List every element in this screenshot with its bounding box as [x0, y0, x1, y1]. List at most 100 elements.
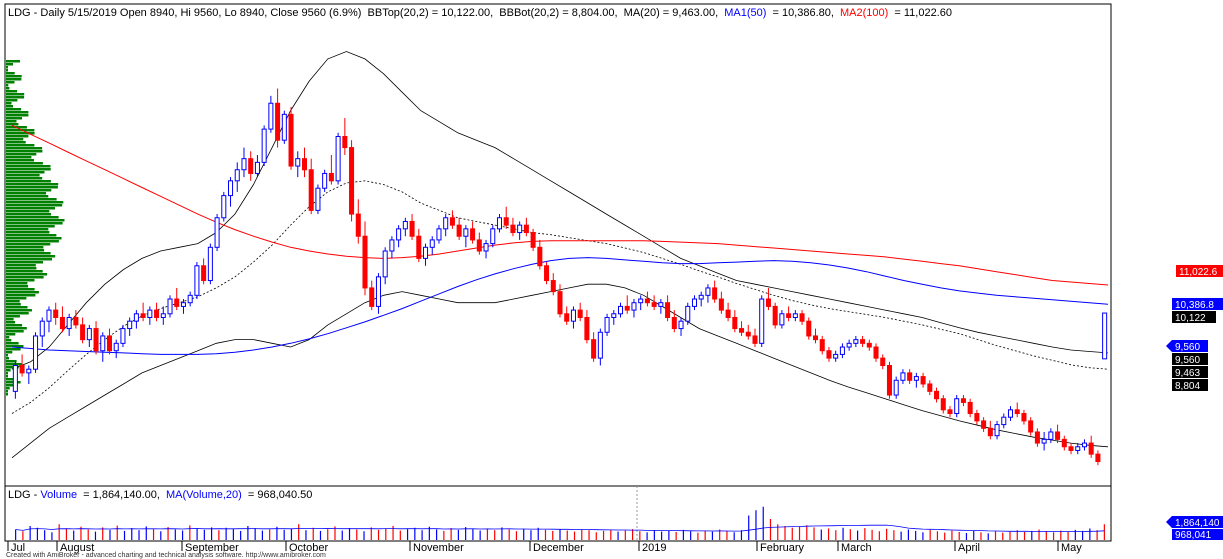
volume-profile-bar [6, 72, 15, 75]
candle-down [826, 350, 832, 359]
candle-down [80, 324, 86, 341]
candle-up [1001, 416, 1007, 426]
candle-up [127, 320, 133, 330]
candle-up [443, 217, 449, 230]
volume-profile-bar [6, 96, 25, 99]
candle-up [1041, 438, 1047, 444]
x-tick-label: August [60, 542, 94, 554]
candle-up [490, 228, 496, 245]
volume-profile-bar [6, 321, 16, 324]
volume-profile-bar [6, 273, 48, 276]
volume-profile-bar [6, 102, 12, 105]
volume-profile-bar [6, 234, 57, 237]
volume-profile-bar [6, 306, 28, 309]
candle-up [705, 287, 711, 296]
volume-profile-bar [6, 276, 44, 279]
candle-up [261, 128, 267, 163]
volume-profile-bar [6, 108, 22, 111]
candle-down [806, 320, 812, 337]
volume-header-prefix: LDG - [8, 489, 40, 501]
candle-down [530, 232, 536, 248]
volume-profile-bar [6, 147, 43, 150]
candle-up [113, 342, 119, 352]
candle-up [100, 335, 106, 352]
candle-up [402, 220, 408, 230]
volume-profile-bar [6, 219, 65, 222]
volume-profile-bar [6, 66, 8, 69]
candle-down [503, 217, 509, 226]
candle-down [752, 335, 758, 344]
candle-down [1055, 431, 1061, 440]
candle-down [248, 158, 254, 174]
candle-up [322, 172, 328, 189]
bollinger-top-line [11, 51, 1109, 370]
volume-profile-bar [6, 309, 32, 312]
candle-down [369, 287, 375, 307]
volume-profile-bar [6, 165, 51, 168]
candle-down [308, 169, 314, 211]
volume-profile-bar [6, 225, 55, 228]
candle-up [954, 398, 960, 415]
candle-down [819, 339, 825, 352]
volume-profile-bar [6, 252, 51, 255]
volume-profile-bar [6, 357, 9, 360]
volume-profile-bar [6, 384, 18, 387]
candle-down [1034, 431, 1040, 444]
volume-profile-bar [6, 105, 13, 108]
candle-up [167, 298, 173, 315]
candle-down [140, 313, 146, 318]
candle-up [423, 246, 429, 259]
volume-profile-bar [6, 174, 40, 177]
volume-profile-bar [6, 243, 51, 246]
volume-profile-bar [6, 111, 29, 114]
candle-down [1095, 453, 1101, 463]
candle-up [597, 331, 603, 359]
candle-up [1007, 409, 1014, 418]
candle-up [26, 368, 32, 374]
candle-up [846, 342, 852, 348]
volume-profile-bar [6, 90, 18, 93]
candle-up [833, 353, 839, 359]
x-tick-label: March [841, 542, 872, 554]
candle-down [987, 427, 993, 437]
candle-down [59, 316, 65, 330]
candle-up [839, 346, 845, 355]
x-tick-label: April [958, 542, 980, 554]
candle-up [779, 313, 785, 326]
candle-down [564, 313, 570, 322]
volume-profile-bar [6, 81, 15, 84]
candle-up [187, 294, 193, 304]
price-tag-bbtop: 10,122 [1172, 311, 1216, 324]
volume-ma-name: MA(Volume,20) [166, 489, 242, 501]
candle-up [792, 313, 798, 318]
volume-profile-bar [6, 228, 49, 231]
header-bbtop: BBTop(20,2) = 10,122.00, [368, 7, 494, 19]
candle-up [698, 294, 704, 300]
volume-header: LDG - Volume = 1,864,140.00, MA(Volume,2… [8, 489, 312, 501]
candle-up [691, 298, 697, 307]
candle-down [947, 409, 953, 415]
volume-profile-bar [6, 156, 32, 159]
candle-down [1021, 413, 1027, 422]
candle-down [537, 246, 543, 267]
candle-down [927, 383, 933, 392]
candle-down [981, 420, 987, 429]
volume-profile-bar [6, 63, 13, 66]
candle-up [147, 309, 153, 318]
candle-up [241, 158, 247, 171]
price-tag-ma20: 9,463 [1172, 366, 1208, 379]
candle-up [1075, 446, 1081, 451]
candle-up [120, 328, 126, 344]
volume-profile-bar [6, 144, 35, 147]
volume-profile-bar [6, 78, 22, 81]
candle-down [786, 313, 792, 318]
candle-down [523, 224, 529, 234]
volume-profile-bar [6, 192, 47, 195]
candle-down [53, 309, 59, 318]
volume-profile-bar [6, 216, 59, 219]
volume-profile-bar [6, 264, 36, 267]
volume-profile-bar [6, 210, 50, 213]
volume-profile-bar [6, 129, 35, 132]
candle-down [745, 331, 751, 337]
volume-profile-bar [6, 363, 22, 366]
